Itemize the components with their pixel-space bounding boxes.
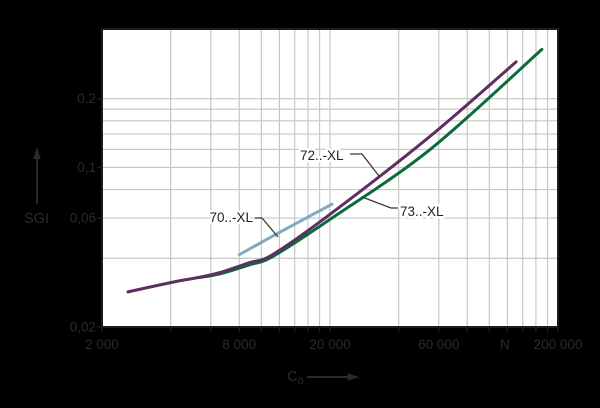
annotation-leader: [255, 217, 279, 238]
x-tick-label: 200 000: [534, 337, 583, 352]
curve-72-xl: [126, 60, 518, 294]
up-arrow-icon: [33, 147, 41, 204]
curve-label: 70..-XL: [209, 210, 253, 225]
curve-annotations: 70..-XL 72..-XL 73..-XL: [207, 146, 447, 238]
plot-frame: [101, 28, 559, 328]
annotation-leader: [361, 196, 398, 209]
x-axis-title-group: C0: [287, 369, 359, 388]
y-axis-title: SGI: [24, 211, 49, 227]
tick-labels: 2 000 8 000 20 000 60 000 N 200 000 0,2 0,1 0,06…: [70, 91, 583, 352]
y-tick-label: 0,02: [70, 320, 96, 335]
x-tick-label: 2 000: [85, 337, 119, 352]
annotation-leader: [350, 153, 380, 177]
x-tick-label: 8 000: [222, 337, 256, 352]
curve-label: 72..-XL: [300, 148, 344, 163]
curve-70-xl: [237, 202, 334, 257]
y-tick-label: 0,2: [77, 91, 96, 106]
curve-label: 73..-XL: [400, 204, 444, 219]
curves: [126, 47, 544, 294]
x-axis-title-main: C: [287, 369, 297, 385]
x-axis-title-subscript: 0: [297, 376, 303, 388]
x-tick-label: 20 000: [309, 337, 350, 352]
x-tick-label: 60 000: [418, 337, 459, 352]
right-arrow-icon: [307, 373, 359, 381]
y-axis-title-group: SGI: [24, 147, 49, 227]
y-tick-label: 0,1: [77, 160, 96, 175]
x-axis-title: C0: [287, 369, 303, 388]
x-tick-label: N: [500, 337, 510, 352]
y-tick-label: 0,06: [70, 211, 96, 226]
